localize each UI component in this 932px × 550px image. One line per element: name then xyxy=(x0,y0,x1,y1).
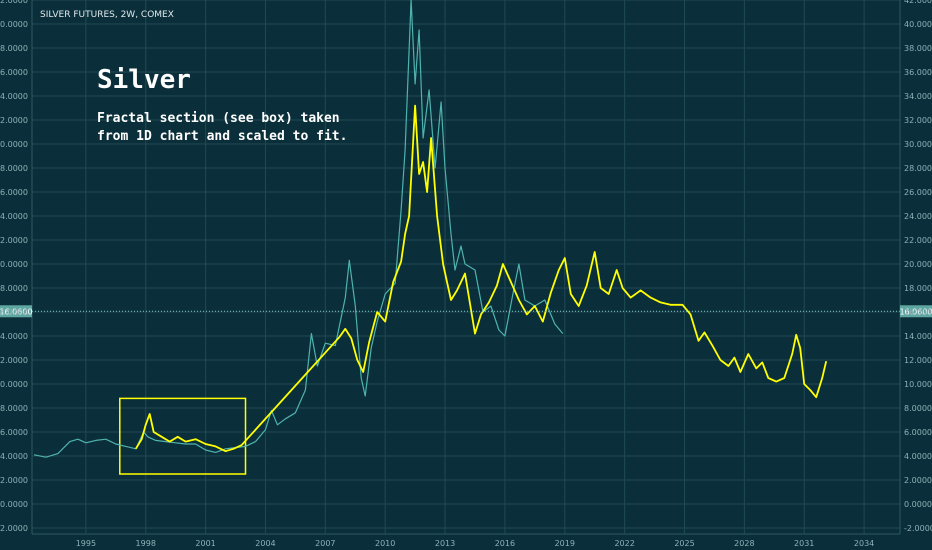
y-tick-label-right: 0.0000 xyxy=(904,500,932,509)
y-tick-label-left: 12.0000 xyxy=(0,356,28,365)
fractal-box-layer xyxy=(119,397,247,475)
y-tick-label-right: 24.0000 xyxy=(904,212,932,221)
fractal-box xyxy=(119,397,247,475)
y-tick-label-right: 14.0000 xyxy=(904,332,932,341)
y-tick-label-left: 16.0000 xyxy=(0,308,28,317)
x-tick-label: 2034 xyxy=(854,539,874,548)
y-tick-label-left: 34.0000 xyxy=(0,92,28,101)
series-line-fractal xyxy=(135,104,828,453)
y-tick-label-right: 26.0000 xyxy=(904,188,932,197)
y-tick-label-left: 32.0000 xyxy=(0,116,28,125)
x-tick-label: 2001 xyxy=(195,539,215,548)
x-tick-label: 2016 xyxy=(495,539,515,548)
y-tick-label-right: 18.0000 xyxy=(904,284,932,293)
y-tick-label-right: 6.0000 xyxy=(904,428,932,437)
grid xyxy=(31,0,901,535)
y-tick-label-right: 16.0000 xyxy=(904,308,932,317)
current-price-line-layer: 16.0600 16.0600 xyxy=(0,305,932,318)
current-price-label-right: 16.0600 xyxy=(899,307,932,316)
y-tick-label-right: -2.0000 xyxy=(904,524,932,533)
y-tick-label-left: 36.0000 xyxy=(0,68,28,77)
y-tick-label-left: 42.0000 xyxy=(0,0,28,5)
x-tick-label: 2022 xyxy=(614,539,634,548)
y-tick-label-right: 42.0000 xyxy=(904,0,932,5)
right-price-axis: -2.0000 0.0000 2.0000 4.0000 6.0000 8.0000 10.… xyxy=(904,0,932,533)
y-tick-label-right: 40.0000 xyxy=(904,20,932,29)
current-price-badge-left xyxy=(0,305,32,318)
y-tick-label-left: 8.0000 xyxy=(0,404,28,413)
y-tick-label-left: 2.0000 xyxy=(0,476,28,485)
y-tick-label-left: 22.0000 xyxy=(0,236,28,245)
annotation-title: Silver xyxy=(97,65,191,95)
x-tick-label: 2031 xyxy=(794,539,814,548)
y-tick-label-right: 30.0000 xyxy=(904,140,932,149)
y-tick-label-right: 38.0000 xyxy=(904,44,932,53)
left-price-axis: -2.0000 0.0000 2.0000 4.0000 6.0000 8.0000 10.… xyxy=(0,0,28,533)
x-tick-label: 2010 xyxy=(375,539,395,548)
y-tick-label-right: 20.0000 xyxy=(904,260,932,269)
x-tick-label: 2004 xyxy=(255,539,275,548)
x-tick-label: 2019 xyxy=(555,539,575,548)
y-tick-label-right: 28.0000 xyxy=(904,164,932,173)
x-tick-label: 2028 xyxy=(734,539,754,548)
y-tick-label-left: 18.0000 xyxy=(0,284,28,293)
y-tick-label-right: 2.0000 xyxy=(904,476,932,485)
current-price-badge-right xyxy=(900,305,932,318)
x-tick-label: 1995 xyxy=(76,539,96,548)
annotation-line-2: from 1D chart and scaled to fit. xyxy=(97,129,347,144)
y-tick-label-right: 12.0000 xyxy=(904,356,932,365)
current-price-label-left: 16.0600 xyxy=(0,307,33,316)
y-tick-label-right: 8.0000 xyxy=(904,404,932,413)
chart-header-title: SILVER FUTURES, 2W, COMEX xyxy=(40,10,174,20)
series-layer xyxy=(33,0,828,458)
x-tick-label: 2025 xyxy=(674,539,694,548)
y-tick-label-left: 30.0000 xyxy=(0,140,28,149)
x-tick-label: 2013 xyxy=(435,539,455,548)
y-tick-label-left: 6.0000 xyxy=(0,428,28,437)
y-tick-label-right: 36.0000 xyxy=(904,68,932,77)
y-tick-label-left: 0.0000 xyxy=(0,500,28,509)
y-tick-label-left: 26.0000 xyxy=(0,188,28,197)
y-tick-label-left: 14.0000 xyxy=(0,332,28,341)
y-tick-label-right: 10.0000 xyxy=(904,380,932,389)
x-tick-label: 2007 xyxy=(315,539,335,548)
y-tick-label-left: 24.0000 xyxy=(0,212,28,221)
x-tick-label: 1998 xyxy=(136,539,156,548)
series-line-silver-futures xyxy=(33,0,564,458)
time-axis: 1995 1998 2001 2004 2007 2010 2013 2016 2019 2022… xyxy=(76,539,875,548)
y-tick-label-right: 34.0000 xyxy=(904,92,932,101)
annotation-line-1: Fractal section (see box) taken xyxy=(97,111,340,126)
y-tick-label-left: 28.0000 xyxy=(0,164,28,173)
y-tick-label-left: 40.0000 xyxy=(0,20,28,29)
y-tick-label-right: 32.0000 xyxy=(904,116,932,125)
y-tick-label-left: 10.0000 xyxy=(0,380,28,389)
y-tick-label-left: 20.0000 xyxy=(0,260,28,269)
y-tick-label-left: -2.0000 xyxy=(0,524,28,533)
y-tick-label-left: 4.0000 xyxy=(0,452,28,461)
y-tick-label-left: 38.0000 xyxy=(0,44,28,53)
y-tick-label-right: 4.0000 xyxy=(904,452,932,461)
y-tick-label-right: 22.0000 xyxy=(904,236,932,245)
